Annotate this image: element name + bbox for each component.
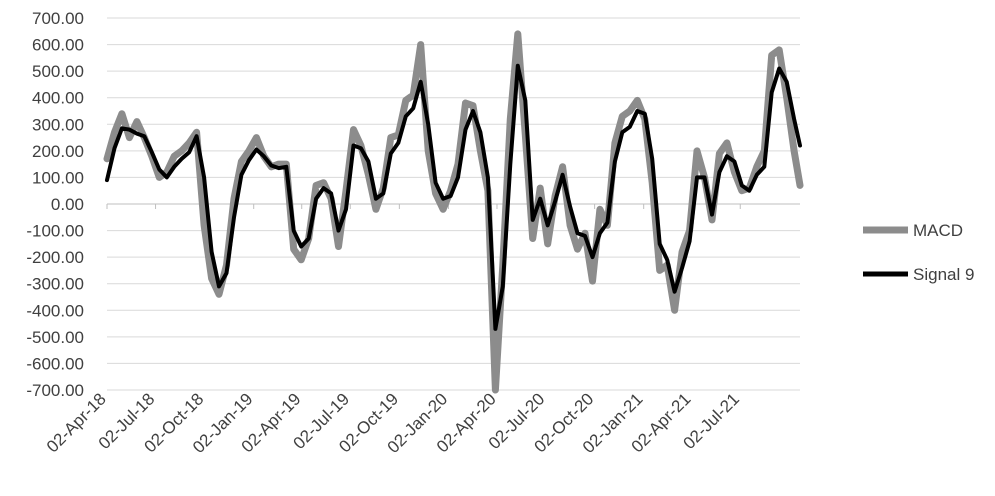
y-tick-label: -200.00 (26, 248, 84, 267)
y-axis: 700.00 600.00 500.00 400.00 300.00 200.00 100.… (26, 9, 84, 400)
y-tick-label: 200.00 (32, 142, 84, 161)
legend-label: MACD (913, 221, 963, 240)
y-tick-label: -500.00 (26, 328, 84, 347)
series-line-signal-9 (105, 63, 802, 331)
y-tick-label: 500.00 (32, 62, 84, 81)
y-tick-label: 600.00 (32, 36, 84, 55)
y-tick-label: -100.00 (26, 222, 84, 241)
y-tick-label: 400.00 (32, 89, 84, 108)
y-tick-label: -600.00 (26, 354, 84, 373)
y-tick-label: -300.00 (26, 275, 84, 294)
series (103, 30, 804, 394)
y-tick-label: 0.00 (51, 195, 84, 214)
y-tick-label: 300.00 (32, 115, 84, 134)
y-tick-label: 100.00 (32, 168, 84, 187)
y-tick-label: -400.00 (26, 301, 84, 320)
y-tick-label: 700.00 (32, 9, 84, 28)
y-tick-label: -700.00 (26, 381, 84, 400)
legend-label: Signal 9 (913, 265, 974, 284)
legend: MACD Signal 9 (863, 221, 974, 284)
